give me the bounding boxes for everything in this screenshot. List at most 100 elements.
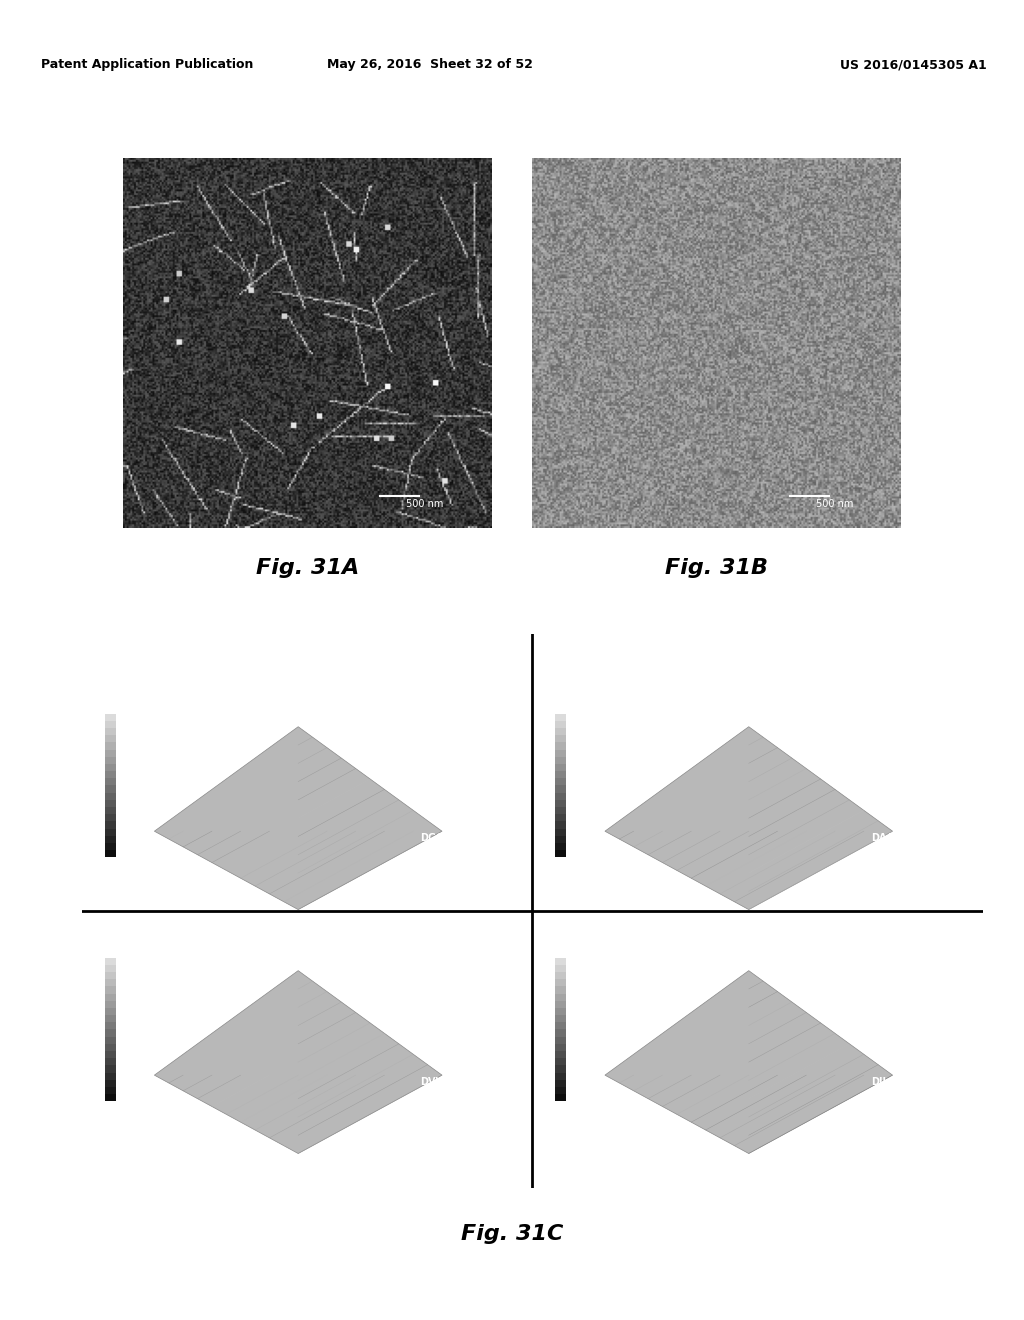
Bar [555, 986, 566, 994]
Text: 276.5: 276.5 [266, 940, 287, 946]
Bar [104, 771, 116, 779]
Text: 0.0µm: 0.0µm [159, 1098, 179, 1104]
Bar [104, 836, 116, 843]
Bar [104, 965, 116, 972]
Text: 0.0µm: 0.0µm [159, 874, 179, 879]
Bar [104, 1059, 116, 1065]
Polygon shape [605, 727, 893, 909]
Text: May 26, 2016  Sheet 32 of 52: May 26, 2016 Sheet 32 of 52 [327, 58, 534, 71]
Bar [555, 1022, 566, 1030]
Bar [104, 986, 116, 994]
Text: DVV-4T: DVV-4T [421, 1077, 460, 1086]
Bar [104, 1015, 116, 1022]
Bar [104, 756, 116, 764]
Text: 100.0: 100.0 [659, 1144, 680, 1150]
Text: 100.0: 100.0 [209, 1144, 229, 1150]
Text: 200.0: 200.0 [273, 927, 294, 932]
Text: 276.5: 276.5 [717, 1184, 737, 1191]
Polygon shape [155, 970, 442, 1154]
Bar [104, 957, 116, 965]
Text: Fig. 31B: Fig. 31B [666, 557, 768, 578]
Bar [555, 729, 566, 735]
Text: 276.5: 276.5 [717, 940, 737, 946]
Bar [104, 1001, 116, 1008]
Text: 0.0µm: 0.0µm [609, 855, 630, 859]
Text: DGG-4T: DGG-4T [421, 833, 462, 842]
Bar [555, 965, 566, 972]
Text: 200.0: 200.0 [724, 927, 744, 932]
Bar [104, 764, 116, 771]
Bar [104, 1051, 116, 1059]
Bar [555, 1036, 566, 1044]
Bar [104, 843, 116, 850]
Bar [555, 1015, 566, 1022]
Bar [104, 807, 116, 814]
Text: 500 nm: 500 nm [407, 499, 443, 510]
Bar [555, 779, 566, 785]
Bar [104, 779, 116, 785]
Text: DII-4T: DII-4T [871, 1077, 903, 1086]
Bar [555, 1059, 566, 1065]
Bar [555, 1051, 566, 1059]
Polygon shape [605, 970, 893, 1154]
Text: 276.5: 276.5 [266, 1184, 287, 1191]
Bar [104, 979, 116, 986]
Bar [555, 972, 566, 979]
Text: 0.0µm: 0.0µm [609, 1098, 630, 1104]
Bar [555, 843, 566, 850]
Bar [104, 1022, 116, 1030]
Bar [555, 1080, 566, 1086]
Bar [555, 994, 566, 1001]
Bar [104, 793, 116, 800]
Bar [555, 750, 566, 756]
Bar [555, 814, 566, 821]
Bar [104, 1008, 116, 1015]
Bar [555, 1094, 566, 1101]
Text: 200.0: 200.0 [724, 1170, 744, 1176]
Bar [555, 957, 566, 965]
Text: Fig. 31A: Fig. 31A [256, 557, 358, 578]
Bar [555, 1044, 566, 1051]
Bar [555, 785, 566, 793]
Text: 0.0µm: 0.0µm [609, 874, 630, 879]
Bar [555, 1008, 566, 1015]
Bar [555, 807, 566, 814]
Text: 1.9µm: 1.9µm [446, 832, 471, 841]
Bar [104, 742, 116, 750]
Bar [555, 821, 566, 829]
Text: Fig. 31C: Fig. 31C [461, 1224, 563, 1245]
Text: 100.0: 100.0 [209, 900, 229, 906]
Bar [104, 729, 116, 735]
Bar [555, 764, 566, 771]
Text: 2.2µm: 2.2µm [897, 832, 922, 841]
Bar [555, 721, 566, 729]
Polygon shape [155, 727, 442, 909]
Bar [555, 756, 566, 764]
Bar [104, 800, 116, 807]
Bar [555, 742, 566, 750]
Bar [555, 793, 566, 800]
Bar [104, 1086, 116, 1094]
Bar [555, 771, 566, 779]
Bar [555, 1073, 566, 1080]
Text: 6.9µm: 6.9µm [446, 1076, 471, 1085]
Bar [104, 785, 116, 793]
Bar [555, 1065, 566, 1073]
Bar [104, 735, 116, 742]
Bar [555, 714, 566, 721]
Bar [104, 1036, 116, 1044]
Bar [555, 836, 566, 843]
Text: 100.0: 100.0 [659, 900, 680, 906]
Bar [555, 1001, 566, 1008]
Bar [555, 1030, 566, 1036]
Bar [104, 814, 116, 821]
Bar [104, 1065, 116, 1073]
Bar [555, 800, 566, 807]
Bar [104, 994, 116, 1001]
Text: 0.0µm: 0.0µm [609, 1118, 630, 1123]
Text: Patent Application Publication: Patent Application Publication [41, 58, 253, 71]
Bar [104, 1094, 116, 1101]
Text: 0.0µm: 0.0µm [159, 855, 179, 859]
Bar [104, 1073, 116, 1080]
Bar [555, 1086, 566, 1094]
